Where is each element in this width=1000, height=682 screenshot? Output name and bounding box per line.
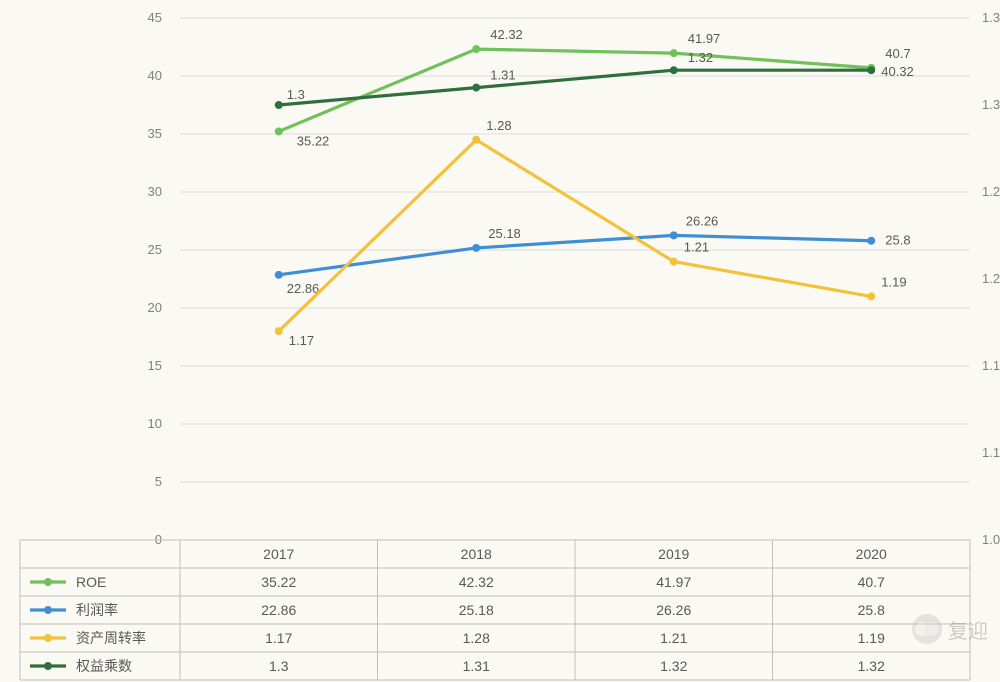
svg-text:41.97: 41.97 — [688, 31, 721, 46]
point-equity-2 — [670, 66, 678, 74]
svg-text:35: 35 — [148, 126, 162, 141]
svg-text:15: 15 — [148, 358, 162, 373]
svg-text:1.32: 1.32 — [688, 50, 713, 65]
table-header: 2020 — [856, 546, 887, 562]
legend-marker-roe — [44, 578, 52, 586]
line-chart: 0510152025303540451.051.11.151.21.251.31… — [0, 0, 1000, 682]
legend-label-equity: 权益乘数 — [76, 658, 132, 674]
point-roe-2 — [670, 49, 678, 57]
point-profit-3 — [867, 237, 875, 245]
point-profit-0 — [275, 271, 283, 279]
point-turnover-0 — [275, 327, 283, 335]
svg-text:1.15: 1.15 — [982, 358, 1000, 373]
svg-text:30: 30 — [148, 184, 162, 199]
svg-text:40.32: 40.32 — [881, 64, 914, 79]
table-cell: 25.18 — [459, 602, 494, 618]
point-equity-1 — [472, 84, 480, 92]
table-cell: 1.17 — [265, 630, 292, 646]
svg-text:40: 40 — [148, 68, 162, 83]
point-roe-1 — [472, 45, 480, 53]
table-header: 2017 — [263, 546, 294, 562]
table-header: 2019 — [658, 546, 689, 562]
legend-label-turnover: 资产周转率 — [76, 630, 146, 646]
legend-marker-profit — [44, 606, 52, 614]
point-equity-3 — [867, 66, 875, 74]
svg-text:35.22: 35.22 — [297, 133, 330, 148]
svg-text:26.26: 26.26 — [686, 213, 719, 228]
svg-text:1.1: 1.1 — [982, 445, 1000, 460]
watermark: 复迎 — [912, 614, 988, 644]
svg-text:25.18: 25.18 — [488, 226, 521, 241]
svg-text:45: 45 — [148, 10, 162, 25]
point-profit-2 — [670, 231, 678, 239]
legend-label-roe: ROE — [76, 574, 106, 590]
table-cell: 22.86 — [261, 602, 296, 618]
table-header: 2018 — [461, 546, 492, 562]
point-turnover-1 — [472, 136, 480, 144]
svg-text:42.32: 42.32 — [490, 27, 523, 42]
table-cell: 40.7 — [858, 574, 885, 590]
point-profit-1 — [472, 244, 480, 252]
table-cell: 25.8 — [858, 602, 885, 618]
svg-text:20: 20 — [148, 300, 162, 315]
table-cell: 1.32 — [660, 658, 687, 674]
table-cell: 1.31 — [463, 658, 490, 674]
point-turnover-2 — [670, 258, 678, 266]
svg-text:25.8: 25.8 — [885, 233, 910, 248]
svg-text:1.2: 1.2 — [982, 271, 1000, 286]
svg-text:25: 25 — [148, 242, 162, 257]
table-cell: 1.28 — [463, 630, 490, 646]
svg-text:10: 10 — [148, 416, 162, 431]
svg-text:1.21: 1.21 — [684, 240, 709, 255]
table-cell: 26.26 — [656, 602, 691, 618]
svg-text:5: 5 — [155, 474, 162, 489]
svg-text:1.28: 1.28 — [486, 118, 511, 133]
table-cell: 35.22 — [261, 574, 296, 590]
legend-marker-equity — [44, 662, 52, 670]
svg-text:1.25: 1.25 — [982, 184, 1000, 199]
legend-label-profit: 利润率 — [76, 602, 118, 618]
svg-text:1.3: 1.3 — [982, 97, 1000, 112]
svg-text:1.19: 1.19 — [881, 274, 906, 289]
svg-text:1.31: 1.31 — [490, 68, 515, 83]
svg-text:1.05: 1.05 — [982, 532, 1000, 547]
svg-text:22.86: 22.86 — [287, 281, 320, 296]
point-equity-0 — [275, 101, 283, 109]
table-cell: 1.21 — [660, 630, 687, 646]
point-roe-0 — [275, 127, 283, 135]
legend-marker-turnover — [44, 634, 52, 642]
watermark-text: 复迎 — [948, 615, 988, 644]
svg-text:40.7: 40.7 — [885, 46, 910, 61]
table-cell: 41.97 — [656, 574, 691, 590]
table-cell: 1.3 — [269, 658, 289, 674]
table-cell: 1.32 — [858, 658, 885, 674]
table-cell: 1.19 — [858, 630, 885, 646]
table-cell: 42.32 — [459, 574, 494, 590]
svg-text:1.17: 1.17 — [289, 333, 314, 348]
svg-text:1.3: 1.3 — [287, 87, 305, 102]
svg-text:1.35: 1.35 — [982, 10, 1000, 25]
wechat-icon — [912, 614, 942, 644]
point-turnover-3 — [867, 292, 875, 300]
